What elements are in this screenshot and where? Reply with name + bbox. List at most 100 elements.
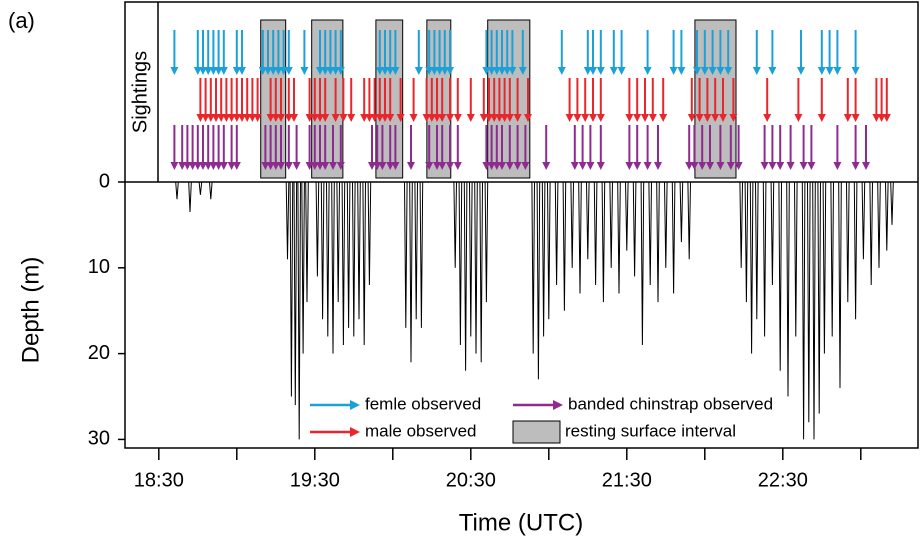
arrow-head [760, 162, 769, 170]
arrow-head [505, 114, 514, 122]
arrow-head [641, 114, 649, 122]
sighting-arrow [503, 30, 512, 75]
sighting-arrow [498, 125, 506, 170]
arrow-head [589, 114, 597, 122]
sighting-arrow [596, 30, 605, 75]
arrow-head [440, 67, 449, 75]
x-tick-label: 20:30 [446, 469, 496, 491]
sighting-arrow [833, 30, 842, 75]
arrow-head [485, 114, 493, 122]
arrow-head [331, 67, 340, 75]
sighting-arrow [193, 125, 202, 170]
arrow-head [609, 67, 618, 75]
sighting-arrow [396, 78, 405, 122]
arrow-head [305, 162, 314, 170]
sighting-arrow [219, 125, 228, 170]
sighting-arrow [209, 30, 218, 75]
arrow-head [414, 67, 423, 75]
sighting-arrow [261, 125, 270, 170]
sighting-arrow [763, 78, 772, 122]
arrow-head [505, 162, 514, 170]
arrow-head [633, 162, 642, 170]
sighting-arrow [277, 78, 285, 122]
sighting-arrow [199, 125, 207, 170]
sighting-arrow [716, 30, 725, 75]
arrow-head [261, 162, 270, 170]
arrow-head [310, 162, 319, 170]
arrow-head [199, 67, 207, 75]
sighting-arrow [513, 125, 522, 170]
y-tick-label: 30 [88, 428, 110, 450]
arrow-head [807, 162, 816, 170]
sighting-arrow [204, 125, 213, 170]
arrow-head [178, 162, 187, 170]
arrow-head [386, 67, 395, 75]
arrow-head [877, 114, 886, 122]
arrow-head [573, 114, 582, 122]
sighting-arrow [375, 78, 384, 122]
sighting-arrow [495, 78, 504, 122]
arrow-head [453, 162, 462, 170]
legend-arrow-head [553, 400, 563, 410]
sighting-arrow [446, 30, 454, 75]
arrow-head [693, 67, 701, 75]
arrow-head [271, 162, 280, 170]
arrow-head [347, 114, 356, 122]
arrow-head [659, 114, 668, 122]
arrow-head [381, 67, 389, 75]
arrow-head [851, 67, 860, 75]
y-tick-label: 20 [88, 342, 110, 364]
sighting-arrow [253, 78, 262, 122]
arrow-head [625, 114, 634, 122]
arrow-head [212, 114, 220, 122]
arrow-head [227, 162, 236, 170]
sighting-arrow [201, 78, 210, 122]
arrow-head [269, 67, 278, 75]
arrow-head [794, 114, 803, 122]
sighting-arrow [277, 125, 285, 170]
arrow-head [503, 67, 512, 75]
x-tick-label: 18:30 [134, 469, 184, 491]
arrow-head [487, 162, 496, 170]
sighting-arrow [422, 78, 431, 122]
sighting-arrow [290, 78, 298, 122]
arrow-head [232, 67, 241, 75]
arrow-head [290, 114, 298, 122]
sighting-arrow [440, 30, 449, 75]
sighting-arrow [425, 125, 434, 170]
sighting-arrow [505, 78, 514, 122]
sighting-arrow [851, 78, 860, 122]
arrow-head [596, 162, 605, 170]
sighting-arrow [596, 78, 605, 122]
sighting-arrow [872, 78, 881, 122]
sighting-arrow [573, 78, 582, 122]
sighting-arrow [586, 125, 595, 170]
sighting-arrow [435, 30, 444, 75]
sighting-arrow [386, 78, 395, 122]
sighting-arrow [336, 30, 345, 75]
arrow-head [498, 162, 506, 170]
arrow-head [386, 162, 395, 170]
x-tick-label: 21:30 [602, 469, 652, 491]
sighting-arrow [703, 78, 712, 122]
arrow-head [851, 114, 860, 122]
sighting-arrow [326, 30, 335, 75]
sighting-arrow [266, 78, 275, 122]
sighting-arrow [596, 125, 605, 170]
arrow-head [204, 162, 213, 170]
sighting-arrow [625, 125, 634, 170]
arrow-head [300, 67, 309, 75]
sighting-arrow [264, 30, 272, 75]
x-tick-label: 19:30 [290, 469, 340, 491]
arrow-head [238, 67, 246, 75]
arrow-head [446, 67, 454, 75]
sighting-arrow [248, 78, 257, 122]
sighting-arrow [284, 30, 293, 75]
arrow-head [271, 114, 280, 122]
sighting-arrow [212, 78, 220, 122]
resting-interval [311, 19, 344, 179]
sighting-arrow [232, 78, 241, 122]
arrow-head [786, 162, 795, 170]
sighting-arrow [183, 125, 192, 170]
